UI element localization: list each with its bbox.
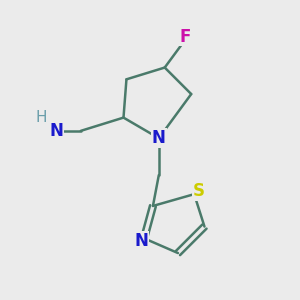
Text: N: N: [152, 129, 166, 147]
Text: S: S: [193, 182, 205, 200]
Text: N: N: [134, 232, 148, 250]
Text: N: N: [50, 122, 63, 140]
Text: H: H: [36, 110, 47, 125]
Text: F: F: [180, 28, 191, 46]
